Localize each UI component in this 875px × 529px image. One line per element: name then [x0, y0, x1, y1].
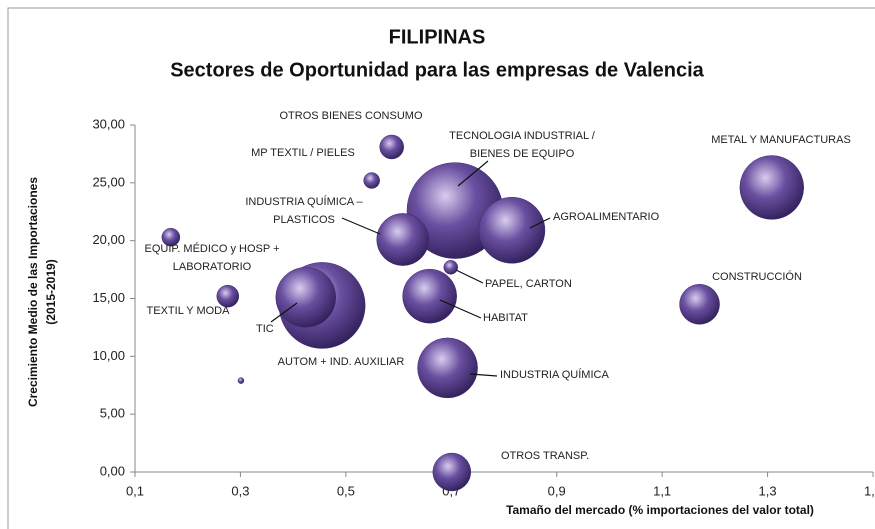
leader-line	[270, 302, 298, 323]
chart-border	[7, 7, 875, 529]
bubble	[379, 134, 404, 160]
y-tick-label: 25,00	[92, 174, 125, 189]
bubble-label: AGROALIMENTARIO	[553, 211, 660, 223]
x-tick-label: 1,3	[759, 483, 777, 498]
x-tick-label: 0,5	[337, 483, 355, 498]
bubble	[275, 267, 337, 328]
bubble	[739, 155, 804, 220]
x-tick-label: 1,1	[653, 483, 671, 498]
y-tick-label: 5,00	[100, 406, 125, 421]
leader-line	[341, 217, 381, 235]
x-tick-label: 0,1	[126, 483, 144, 498]
x-tick-label: 0,3	[231, 483, 249, 498]
bubble	[417, 337, 478, 399]
leader-line	[439, 299, 482, 319]
chart-title: FILIPINAS	[389, 26, 486, 48]
y-tick-label: 0,00	[100, 463, 125, 478]
leader-line	[469, 373, 498, 377]
y-axis-title: (2015-2019)	[44, 259, 58, 324]
bubble-label: MP TEXTIL / PIELES	[251, 147, 355, 159]
leader-line	[457, 160, 489, 187]
bubble	[216, 284, 240, 308]
y-tick-label: 30,00	[92, 116, 125, 131]
leader-line	[529, 217, 551, 229]
bubble	[402, 268, 457, 324]
y-axis-title: Crecimiento Medio de las Importaciones	[26, 177, 40, 407]
bubble-label: OTROS BIENES CONSUMO	[279, 110, 422, 122]
bubble-label: PAPEL, CARTON	[485, 278, 572, 290]
bubble	[443, 260, 459, 275]
leader-line	[455, 269, 484, 284]
bubble-label: TEXTIL Y MODA	[147, 305, 231, 317]
y-tick-label: 20,00	[92, 232, 125, 247]
bubble-label: HABITAT	[483, 312, 528, 324]
bubble-label: EQUIP. MÉDICO y HOSP +	[145, 242, 280, 255]
bubble-label: BIENES DE EQUIPO	[470, 148, 575, 160]
bubble-label: INDUSTRIA QUÍMICA –	[245, 195, 363, 208]
chart-subtitle: Sectores de Oportunidad para las empresa…	[170, 59, 704, 81]
x-tick-label: 1,5	[864, 483, 875, 498]
x-tick-label: 0,9	[548, 483, 566, 498]
bubble-label: CONSTRUCCIÓN	[712, 270, 802, 283]
bubble-label: TECNOLOGIA INDUSTRIAL /	[449, 130, 596, 142]
bubble-label: OTROS TRANSP.	[501, 450, 589, 462]
bubble-label: PLASTICOS	[273, 214, 335, 226]
bubble-label: INDUSTRIA QUÍMICA	[500, 368, 609, 381]
bubble	[376, 213, 430, 266]
y-tick-label: 10,00	[92, 348, 125, 363]
bubble-label: AUTOM + IND. AUXILIAR	[278, 356, 405, 368]
bubble-label: LABORATORIO	[173, 261, 252, 273]
bubble	[679, 284, 720, 325]
bubble	[478, 196, 546, 264]
y-tick-label: 15,00	[92, 290, 125, 305]
bubble-label: METAL Y MANUFACTURAS	[711, 134, 851, 146]
bubble	[161, 227, 181, 247]
bubble-label: TIC	[256, 323, 274, 335]
x-axis-title: Tamaño del mercado (% importaciones del …	[506, 503, 814, 517]
bubble	[432, 452, 472, 492]
bubble	[363, 172, 380, 189]
bubble	[237, 377, 245, 384]
